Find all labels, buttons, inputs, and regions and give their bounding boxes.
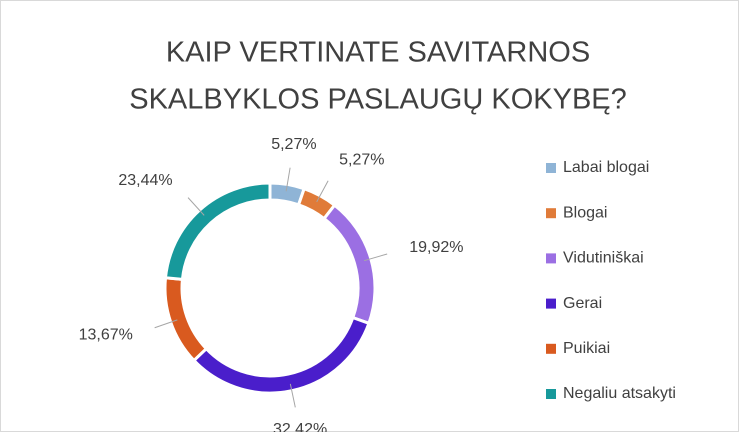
legend-label: Vidutiniškai	[563, 250, 644, 267]
data-label: 5,27%	[339, 152, 384, 169]
chart-title: KAIP VERTINATE SAVITARNOS	[166, 37, 590, 69]
legend-swatch	[546, 208, 556, 219]
leader-line	[316, 180, 329, 203]
leader-line	[289, 383, 296, 408]
legend-swatch	[546, 389, 556, 399]
legend-swatch	[546, 163, 556, 173]
legend-swatch	[546, 253, 556, 264]
data-label: 5,27%	[271, 136, 316, 153]
data-label: 19,92%	[409, 239, 463, 256]
data-label: 23,44%	[118, 172, 172, 189]
leader-line	[285, 167, 291, 192]
legend-label: Puikiai	[563, 340, 610, 357]
legend-label: Blogai	[563, 204, 607, 221]
leader-line	[187, 197, 205, 216]
chart-title: SKALBYKLOS PASLAUGŲ KOKYBĘ?	[129, 84, 627, 116]
legend-label: Negaliu atsakyti	[563, 385, 676, 402]
leader-line	[363, 253, 388, 262]
leader-line	[154, 319, 178, 329]
legend-swatch	[546, 343, 556, 354]
donut-slice	[163, 181, 272, 282]
legend-label: Gerai	[563, 295, 602, 312]
data-label: 32,42%	[273, 421, 327, 432]
legend-swatch	[546, 298, 556, 309]
legend-label: Labai blogai	[563, 159, 649, 176]
data-label: 13,67%	[79, 326, 133, 343]
